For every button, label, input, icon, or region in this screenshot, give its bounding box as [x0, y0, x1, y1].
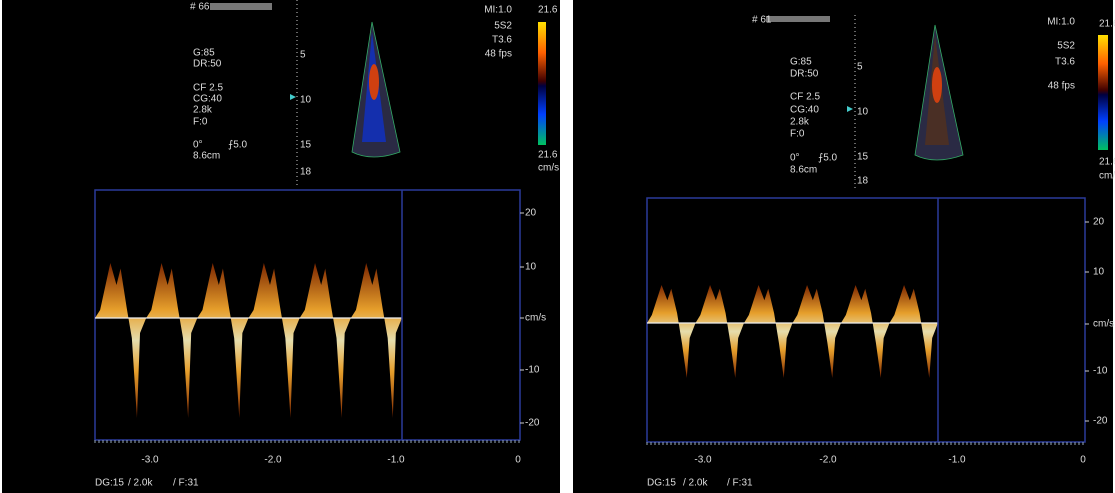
velocity-label: 10	[1093, 267, 1105, 278]
frame-number: # 66	[190, 2, 210, 13]
panel-background	[2, 0, 560, 493]
parameter: 8.6cm	[193, 151, 220, 162]
depth-label: 5	[300, 50, 306, 61]
probe-info: 5S2	[494, 21, 512, 32]
probe-info: MI:1.0	[484, 5, 512, 16]
parameter: 2.8k	[193, 105, 213, 116]
color-bar-label: 21.6	[538, 150, 558, 161]
velocity-label: -20	[525, 418, 540, 429]
color-bar-label: 21.6	[1099, 19, 1115, 30]
color-bar-label: 21.6	[538, 5, 558, 16]
panel-background	[573, 0, 1113, 493]
time-label: -3.0	[694, 455, 712, 466]
probe-info: T3.6	[1055, 57, 1075, 68]
depth-label: 15	[300, 140, 312, 151]
footer-info: DG:15	[95, 478, 124, 489]
top-bar	[766, 16, 830, 22]
time-label: 0	[515, 455, 521, 466]
color-flow	[369, 64, 379, 100]
time-label: -1.0	[948, 455, 966, 466]
depth-label: 10	[300, 95, 312, 106]
parameter: 0°	[790, 153, 800, 164]
color-bar-label: cm/s	[1099, 171, 1115, 182]
footer-info: / F:31	[173, 478, 199, 489]
probe-info: 5S2	[1057, 41, 1075, 52]
velocity-label: 20	[525, 208, 537, 219]
frame-number: # 61	[752, 15, 772, 26]
parameter: ⨍5.0	[228, 140, 248, 151]
color-bar	[1098, 35, 1108, 150]
velocity-label: 10	[525, 262, 537, 273]
parameter: 2.8k	[790, 117, 810, 128]
parameter: CG:40	[193, 94, 222, 105]
triangle-marker	[290, 94, 296, 100]
depth-label: 5	[857, 62, 863, 73]
parameter: F:0	[193, 117, 208, 128]
velocity-label: 20	[1093, 217, 1105, 228]
depth-label: 10	[857, 107, 869, 118]
color-bar-label: cm/s	[538, 163, 559, 174]
time-label: -2.0	[264, 455, 282, 466]
triangle-marker	[847, 106, 853, 112]
parameter: CF 2.5	[790, 92, 820, 103]
depth-label: 15	[857, 152, 869, 163]
footer-info: / F:31	[727, 478, 753, 489]
time-label: -2.0	[819, 455, 837, 466]
time-label: -3.0	[141, 455, 159, 466]
footer-info: / 2.0k	[683, 478, 708, 489]
velocity-label: -20	[1093, 416, 1108, 427]
probe-info: 48 fps	[1048, 81, 1075, 92]
doppler-spectrum	[95, 263, 402, 418]
footer-info: / 2.0k	[128, 478, 153, 489]
color-bar-label: 21.6	[1099, 157, 1115, 168]
parameter: DR:50	[790, 69, 819, 80]
parameter: ⨍5.0	[818, 153, 838, 164]
parameter: 0°	[193, 140, 203, 151]
parameter: F:0	[790, 129, 805, 140]
probe-info: MI:1.0	[1047, 17, 1075, 28]
time-label: -1.0	[387, 455, 405, 466]
velocity-label: cm/s	[1093, 319, 1114, 330]
parameter: CF 2.5	[193, 83, 223, 94]
parameter: G:85	[790, 57, 812, 68]
velocity-label: -10	[525, 365, 540, 376]
spectrum-box	[646, 197, 1086, 443]
velocity-label: -10	[1093, 366, 1108, 377]
color-flow	[932, 67, 942, 103]
time-label: 0	[1080, 455, 1086, 466]
doppler-spectrum	[647, 285, 938, 378]
probe-info: T3.6	[492, 35, 512, 46]
velocity-label: cm/s	[525, 313, 546, 324]
parameter: G:85	[193, 48, 215, 59]
probe-info: 48 fps	[485, 49, 512, 60]
color-bar	[538, 22, 546, 145]
parameter: 8.6cm	[790, 165, 817, 176]
parameter: CG:40	[790, 105, 819, 116]
parameter: DR:50	[193, 59, 222, 70]
top-bar	[210, 3, 272, 10]
footer-info: DG:15	[647, 478, 676, 489]
depth-label: 18	[857, 176, 869, 187]
depth-label: 18	[300, 167, 312, 178]
